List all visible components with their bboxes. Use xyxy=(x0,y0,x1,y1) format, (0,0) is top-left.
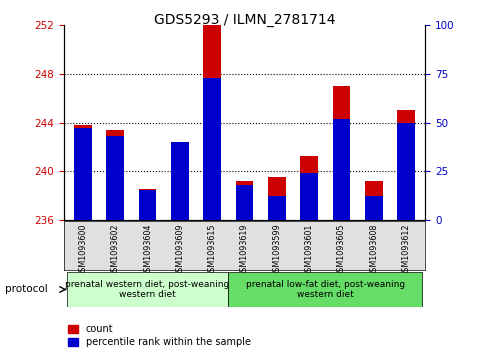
Legend: count, percentile rank within the sample: count, percentile rank within the sample xyxy=(68,324,250,347)
Bar xyxy=(235,181,253,220)
Text: GSM1093600: GSM1093600 xyxy=(78,223,87,277)
Text: GSM1093602: GSM1093602 xyxy=(111,223,120,277)
Text: GSM1093599: GSM1093599 xyxy=(272,223,281,277)
Text: protocol: protocol xyxy=(5,285,47,294)
Bar xyxy=(396,122,414,220)
Bar xyxy=(332,86,349,220)
Bar xyxy=(228,272,421,307)
Text: GSM1093612: GSM1093612 xyxy=(401,223,410,277)
Text: GSM1093608: GSM1093608 xyxy=(368,223,377,277)
Text: GDS5293 / ILMN_2781714: GDS5293 / ILMN_2781714 xyxy=(153,13,335,27)
Text: GSM1093604: GSM1093604 xyxy=(143,223,152,277)
Bar xyxy=(171,142,188,220)
Bar xyxy=(171,149,188,220)
Bar xyxy=(396,110,414,220)
Text: GSM1093615: GSM1093615 xyxy=(207,223,216,277)
Text: GSM1093601: GSM1093601 xyxy=(304,223,313,277)
Text: prenatal western diet, post-weaning
western diet: prenatal western diet, post-weaning west… xyxy=(65,280,229,299)
Text: GSM1093619: GSM1093619 xyxy=(240,223,248,277)
Bar xyxy=(300,173,317,220)
Bar xyxy=(74,125,92,220)
Bar xyxy=(74,129,92,220)
Text: prenatal low-fat diet, post-weaning
western diet: prenatal low-fat diet, post-weaning west… xyxy=(245,280,404,299)
Bar xyxy=(332,119,349,220)
Bar xyxy=(139,191,156,220)
Bar xyxy=(267,196,285,220)
Bar xyxy=(235,185,253,220)
Bar xyxy=(300,156,317,220)
Bar xyxy=(67,272,228,307)
Bar xyxy=(106,130,124,220)
Bar xyxy=(139,189,156,220)
Bar xyxy=(267,177,285,220)
Bar xyxy=(106,136,124,220)
Text: GSM1093609: GSM1093609 xyxy=(175,223,184,277)
Bar xyxy=(203,25,221,220)
Bar xyxy=(364,196,382,220)
Bar xyxy=(364,181,382,220)
Text: GSM1093605: GSM1093605 xyxy=(336,223,345,277)
Bar xyxy=(203,78,221,220)
